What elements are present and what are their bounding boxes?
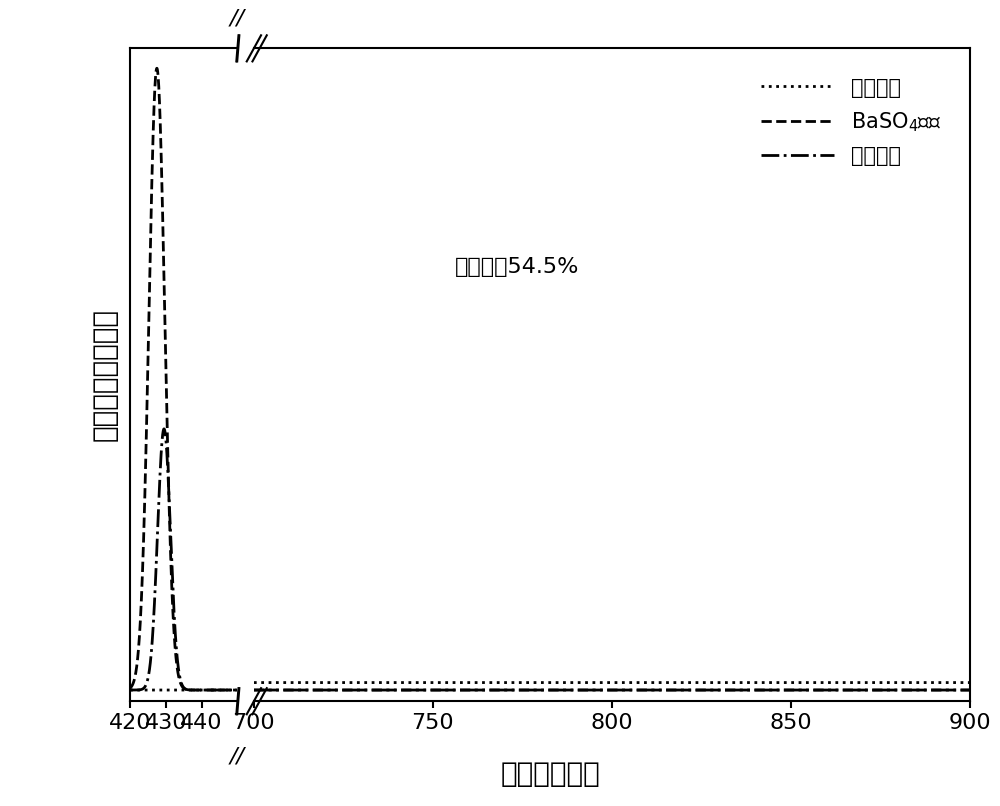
Text: 量子效率54.5%: 量子效率54.5%	[454, 257, 579, 277]
Text: //: //	[230, 9, 245, 29]
Legend: 样品发射, BaSO$_4$濃发, 样品濃发: 样品发射, BaSO$_4$濃发, 样品濃发	[753, 69, 949, 174]
Text: //: //	[230, 747, 245, 767]
Text: 波长（纳米）: 波长（纳米）	[500, 760, 600, 787]
Y-axis label: 强度（任意单位）: 强度（任意单位）	[91, 308, 119, 442]
